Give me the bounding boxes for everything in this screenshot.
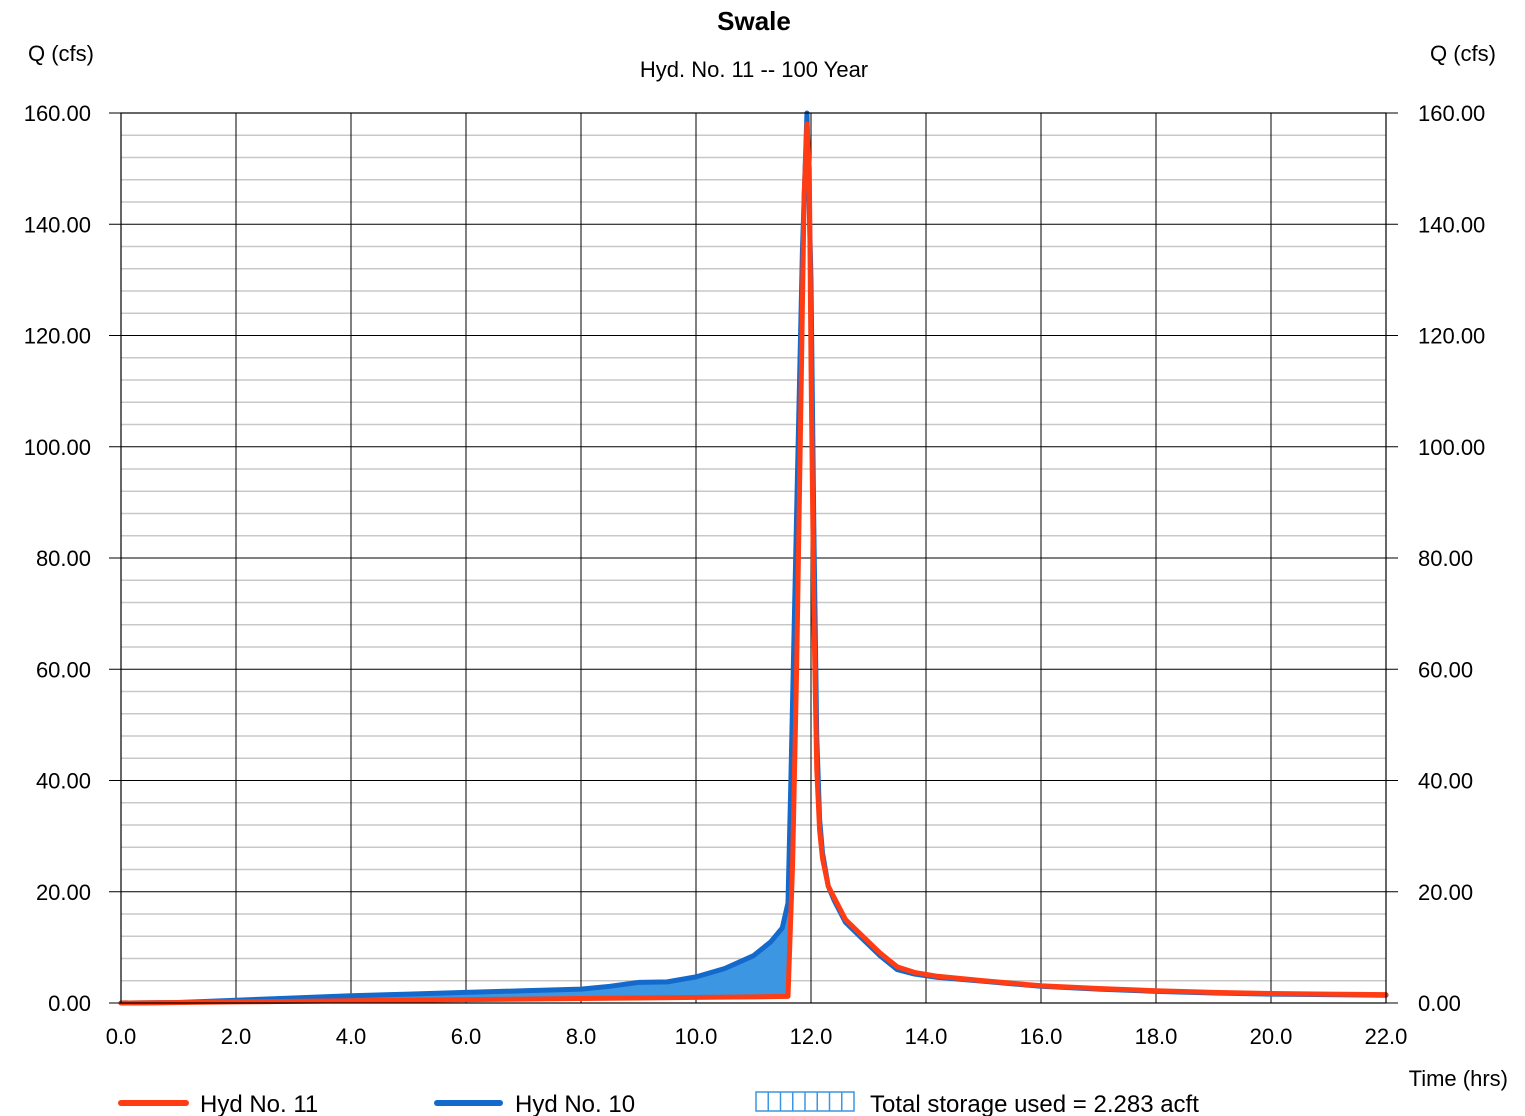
x-tick-label: 2.0 [221,1024,252,1049]
y-tick-label-right: 160.00 [1418,101,1485,126]
x-tick-label: 4.0 [336,1024,367,1049]
y-axis-label-left: Q (cfs) [28,41,94,66]
x-axis-label: Time (hrs) [1409,1066,1508,1091]
y-tick-label-right: 60.00 [1418,657,1473,682]
x-tick-label: 8.0 [566,1024,597,1049]
y-tick-label-right: 40.00 [1418,769,1473,794]
y-tick-label-left: 60.00 [36,657,91,682]
y-tick-label-left: 100.00 [24,435,91,460]
legend-label-hyd-10: Hyd No. 10 [515,1091,635,1116]
chart-title: Swale [717,6,791,36]
x-tick-label: 6.0 [451,1024,482,1049]
y-tick-label-left: 20.00 [36,880,91,905]
y-tick-label-right: 80.00 [1418,546,1473,571]
x-tick-label: 0.0 [106,1024,137,1049]
x-tick-label: 12.0 [790,1024,833,1049]
legend-swatch-storage [755,1091,855,1112]
series-line-hyd-no-11 [118,121,1389,1006]
legend-label-storage: Total storage used = 2.283 acft [870,1091,1199,1116]
y-tick-label-right: 140.00 [1418,212,1485,237]
y-tick-label-right: 120.00 [1418,324,1485,349]
x-tick-label: 10.0 [675,1024,718,1049]
chart-subtitle: Hyd. No. 11 -- 100 Year [640,57,868,82]
minor-gridlines [121,134,1386,982]
y-tick-label-right: 20.00 [1418,880,1473,905]
y-tick-labels-left: 0.00 20.00 40.00 60.00 80.00 100.00 120.00 140.… [24,101,121,1016]
y-tick-label-left: 40.00 [36,769,91,794]
x-tick-label: 22.0 [1365,1024,1408,1049]
x-tick-labels: 0.0 2.0 4.0 6.0 8.0 10.0 12.0 14.0 16.0 18.0 20.0 2… [106,1024,1408,1049]
x-tick-label: 20.0 [1250,1024,1293,1049]
y-tick-label-right: 0.00 [1418,991,1461,1016]
y-tick-label-left: 140.00 [24,212,91,237]
y-tick-label-left: 0.00 [48,991,91,1016]
legend-label-hyd-11: Hyd No. 11 [200,1091,318,1116]
y-tick-label-left: 160.00 [24,101,91,126]
y-tick-label-left: 80.00 [36,546,91,571]
y-tick-label-left: 120.00 [24,324,91,349]
x-tick-label: 18.0 [1135,1024,1178,1049]
legend: Hyd No. 11 Hyd No. 10 Total storage used… [118,1091,1199,1116]
y-tick-label-right: 100.00 [1418,435,1485,460]
y-tick-labels-right: 0.00 20.00 40.00 60.00 80.00 100.00 120.00 140.… [1386,101,1485,1016]
y-axis-label-right: Q (cfs) [1430,41,1496,66]
x-tick-label: 14.0 [905,1024,948,1049]
x-tick-label: 16.0 [1020,1024,1063,1049]
